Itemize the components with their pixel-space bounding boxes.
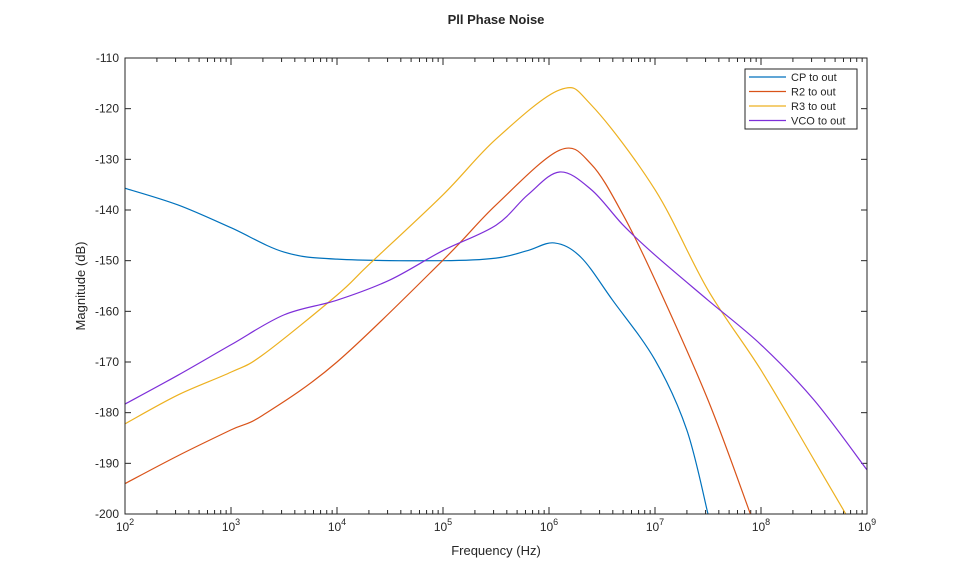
y-tick-label: -180 — [95, 406, 119, 420]
y-tick-label: -130 — [95, 152, 119, 166]
x-axis-label: Frequency (Hz) — [451, 543, 541, 558]
y-tick-label: -110 — [96, 51, 119, 65]
x-tick-label: 103 — [222, 517, 240, 534]
y-tick-label: -200 — [95, 507, 119, 521]
legend-label: R3 to out — [791, 101, 836, 113]
series-line-cp-to-out — [125, 187, 709, 514]
legend-box — [744, 68, 858, 130]
chart-title: Pll Phase Noise — [448, 12, 545, 27]
x-tick-label: 109 — [858, 517, 876, 534]
legend-label: VCO to out — [791, 116, 845, 128]
y-tick-label: -120 — [95, 102, 119, 116]
y-tick-label: -160 — [95, 304, 119, 318]
y-tick-label: -140 — [95, 203, 119, 217]
x-tick-label: 104 — [328, 517, 346, 534]
x-tick-label: 102 — [116, 517, 134, 534]
x-tick-label: 106 — [540, 517, 558, 534]
series-line-r3-to-out — [125, 86, 847, 514]
series-line-vco-to-out — [125, 171, 867, 471]
x-tick-label: 108 — [752, 517, 770, 534]
y-axis-label: Magnitude (dB) — [73, 242, 88, 331]
legend-label: CP to out — [791, 72, 837, 84]
legend: CP to out R2 to out R3 to out VCO to out — [744, 68, 858, 130]
legend-label: R2 to out — [791, 87, 836, 99]
x-tick-label: 105 — [434, 517, 452, 534]
y-tick-label: -150 — [95, 254, 119, 268]
y-tick-label: -170 — [95, 355, 119, 369]
series-line-r2-to-out — [125, 147, 751, 514]
x-tick-label: 107 — [646, 517, 664, 534]
plot-frame — [124, 57, 868, 515]
y-tick-label: -190 — [95, 456, 119, 470]
